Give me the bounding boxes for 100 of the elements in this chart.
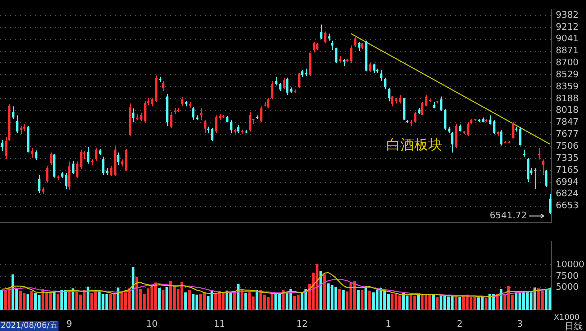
x-tick-label: 3 xyxy=(517,320,523,330)
bar xyxy=(458,297,462,310)
bar xyxy=(474,297,476,310)
y-tick-label: 7847 xyxy=(556,118,579,128)
bar xyxy=(83,290,86,310)
bar xyxy=(338,290,342,310)
annotation: 白酒板块 xyxy=(386,137,442,154)
bar xyxy=(90,294,94,310)
y-tick-label: 6994 xyxy=(556,178,580,188)
candlestick xyxy=(320,24,323,40)
bar xyxy=(76,292,78,310)
bar xyxy=(113,294,116,310)
y-tick-label: 8700 xyxy=(556,58,580,69)
y-tick-label: 7500 xyxy=(556,272,580,282)
text: 日线 xyxy=(565,321,583,331)
bar xyxy=(488,294,492,310)
bar xyxy=(214,294,218,310)
bar xyxy=(297,294,300,310)
bar xyxy=(248,292,252,310)
bar xyxy=(188,290,191,310)
bar xyxy=(481,296,484,310)
bar xyxy=(290,290,292,310)
bar xyxy=(150,285,154,310)
x-tick-label: 12 xyxy=(296,320,308,330)
bar xyxy=(342,290,345,310)
bar xyxy=(146,288,150,310)
bar xyxy=(128,288,131,310)
bar xyxy=(421,294,424,310)
bar xyxy=(432,294,436,310)
bar xyxy=(334,287,338,310)
bar xyxy=(200,294,202,310)
bar xyxy=(34,293,38,310)
bar xyxy=(30,291,34,310)
candlestick xyxy=(538,148,541,160)
bar xyxy=(357,290,360,310)
bar xyxy=(387,294,390,310)
y-tick-label: 9041 xyxy=(556,34,579,45)
bar xyxy=(192,294,195,310)
bar xyxy=(440,296,443,310)
bar xyxy=(406,296,409,310)
bar xyxy=(26,294,30,310)
x-tick-label: 9 xyxy=(66,320,73,330)
bar xyxy=(548,288,552,310)
bar xyxy=(237,284,240,310)
bar xyxy=(124,292,128,310)
bar xyxy=(120,292,124,310)
bar xyxy=(0,290,4,310)
y-tick-label: 6824 xyxy=(556,190,580,200)
bar xyxy=(526,291,529,310)
x-tick-label: 1 xyxy=(386,320,392,330)
bar xyxy=(230,292,232,310)
bar xyxy=(166,287,168,310)
text: X1000 xyxy=(554,313,580,322)
bar xyxy=(109,294,112,310)
bar xyxy=(451,296,454,310)
y-tick-label: 7165 xyxy=(556,166,579,176)
bar xyxy=(222,293,225,310)
bar xyxy=(46,294,48,310)
bar xyxy=(470,297,473,310)
bar xyxy=(428,294,432,310)
bar xyxy=(102,294,105,310)
bar xyxy=(477,298,480,310)
candlestick xyxy=(542,159,545,176)
bar xyxy=(541,291,544,310)
y-tick-label: 8018 xyxy=(556,106,580,116)
bar xyxy=(282,290,285,310)
bar xyxy=(244,294,248,310)
bar xyxy=(444,295,446,310)
bar xyxy=(38,295,41,310)
candlestick xyxy=(380,70,383,82)
bar xyxy=(361,290,364,310)
bar xyxy=(19,290,22,310)
x-tick-label: 2 xyxy=(457,320,463,330)
y-tick-label: 8529 xyxy=(556,70,580,81)
bar xyxy=(60,290,64,310)
bar xyxy=(384,291,386,310)
bar xyxy=(436,297,439,310)
bar xyxy=(260,290,262,310)
bar xyxy=(56,294,60,310)
x-tick-label: 11 xyxy=(214,320,226,330)
bar xyxy=(518,292,522,310)
y-tick-label: 9382 xyxy=(556,10,579,21)
bar xyxy=(484,298,488,310)
bar xyxy=(447,296,450,310)
bar xyxy=(267,297,270,310)
y-tick-label: 8359 xyxy=(556,82,580,92)
y-tick-label: 7335 xyxy=(556,154,579,164)
bar xyxy=(466,294,469,310)
y-tick-label: 9212 xyxy=(556,22,579,33)
y-tick-label: 10000 xyxy=(556,260,585,271)
text: 2021/08/06/五 xyxy=(1,321,58,330)
annotation: 6541.72 xyxy=(490,212,528,222)
bar xyxy=(530,292,533,310)
y-tick-label: 7677 xyxy=(556,130,579,140)
bar xyxy=(106,294,108,310)
y-tick-label: 8188 xyxy=(556,94,580,104)
bar xyxy=(274,294,278,310)
bar xyxy=(300,293,304,310)
bar xyxy=(414,296,416,310)
bar xyxy=(327,284,330,310)
